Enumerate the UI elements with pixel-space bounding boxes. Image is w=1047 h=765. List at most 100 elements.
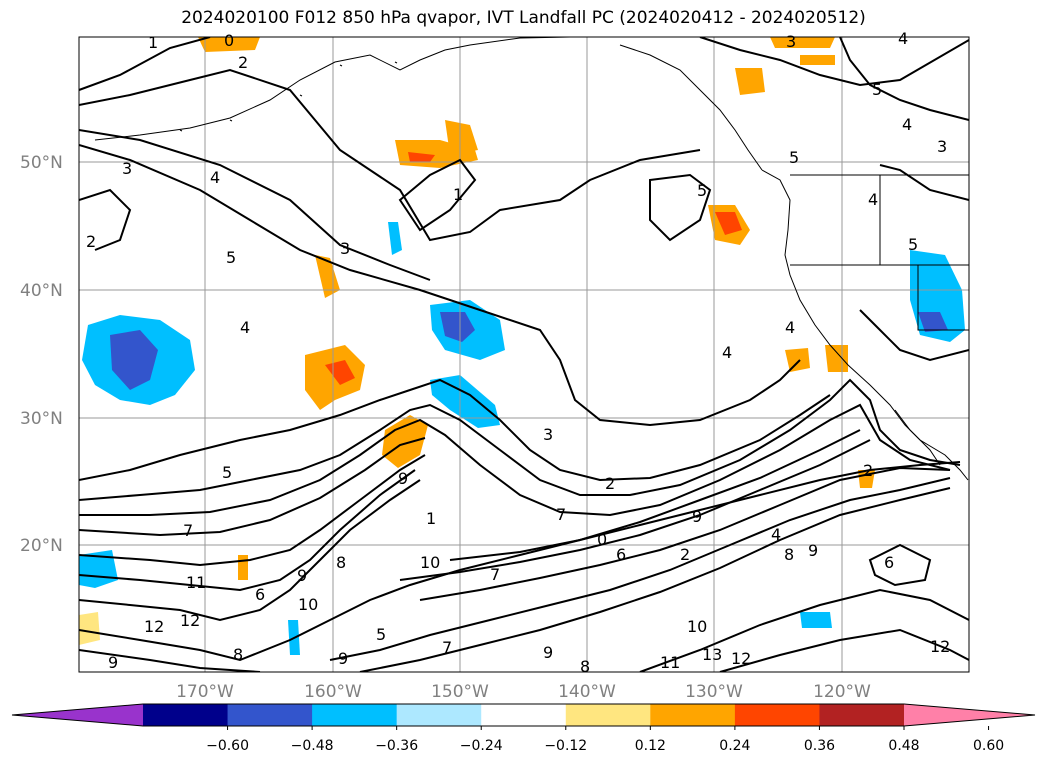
contour-label: 5: [376, 625, 386, 644]
contour-label: 3: [543, 425, 553, 444]
contour-label: 12: [930, 637, 950, 656]
negative-anomaly-core: [110, 330, 158, 390]
colorbar-outline: [11, 703, 1036, 727]
contour-label: 10: [298, 595, 318, 614]
negative-anomaly-core: [440, 312, 475, 342]
positive-anomaly-patch: [785, 348, 810, 372]
lon-label: 170°W: [176, 682, 234, 702]
contour-label: 4: [771, 525, 781, 544]
colorbar-tick-label: 0.60: [973, 738, 1004, 754]
contour-label: 9: [338, 649, 348, 668]
positive-anomaly-patch: [445, 120, 478, 155]
state-borders: [790, 175, 969, 331]
positive-anomaly-patch: [79, 612, 100, 645]
lon-label: 130°W: [685, 682, 743, 702]
contour-labels: 1 0 2 3 4 2 5 3 4 3 4 4 3 5 4 5 5 5 4 4 …: [86, 29, 950, 676]
colorbar-tick-label: −0.48: [291, 738, 334, 754]
negative-anomaly-patch: [388, 222, 402, 255]
lat-label: 20°N: [20, 536, 63, 556]
contour-lines: [79, 37, 969, 672]
contour-label: 9: [692, 507, 702, 526]
positive-anomaly-core: [715, 212, 742, 235]
contour-label: 4: [785, 318, 795, 337]
alaska-southeast-coast: [619, 44, 763, 171]
contour-label: 8: [784, 545, 794, 564]
map-area: [79, 37, 969, 672]
contour-label: 5: [697, 181, 707, 200]
positive-anomaly-patch: [315, 255, 340, 298]
map-frame: [78, 36, 970, 673]
colorbar-segment: [143, 704, 229, 726]
contour-label: 3: [937, 137, 947, 156]
colorbar-ticks: −0.60 −0.48 −0.36 −0.24 −0.12 0.12 0.24 0.36 0.4…: [206, 726, 1004, 754]
contour-label: 5: [222, 463, 232, 482]
contour-label: 8: [336, 553, 346, 572]
colorbar-segment: [227, 704, 313, 726]
contour-label: 1: [148, 33, 158, 52]
contour-label: 6: [616, 545, 626, 564]
contour-label: 1: [453, 185, 463, 204]
contour-label: 10: [687, 617, 707, 636]
contour-label: 9: [808, 541, 818, 560]
contour-label: 5: [789, 148, 799, 167]
contour-label: 8: [580, 657, 590, 676]
contour-label: 13: [702, 645, 722, 664]
colorbar-tick-label: −0.36: [375, 738, 418, 754]
lat-label: 40°N: [20, 281, 63, 301]
contour-label: 4: [898, 29, 908, 48]
negative-anomaly-patch: [430, 375, 500, 428]
colorbar: [11, 703, 1036, 727]
colorbar-segment: [819, 704, 905, 726]
colorbar-segment: [650, 704, 736, 726]
positive-anomaly-patch: [238, 555, 248, 580]
colorbar-extend-min: [12, 704, 143, 726]
contour-label: 9: [297, 566, 307, 585]
contour-label: 7: [556, 505, 566, 524]
contour-label: 12: [180, 611, 200, 630]
contour-label: 4: [240, 318, 250, 337]
negative-anomaly-core: [918, 312, 948, 332]
contour-label: 7: [442, 638, 452, 657]
positive-anomaly-patch: [198, 37, 260, 52]
contour-label: 9: [543, 643, 553, 662]
colorbar-segment: [734, 704, 820, 726]
contour-label: 2: [863, 461, 873, 480]
contour-label: 11: [186, 573, 206, 592]
colorbar-segment: [481, 704, 567, 726]
colorbar-segment: [565, 704, 651, 726]
contour-label: 12: [731, 649, 751, 668]
positive-anomaly-patch: [770, 37, 835, 48]
coastlines: [94, 37, 969, 481]
positive-anomaly-patch: [800, 55, 835, 65]
colorbar-tick-label: 0.36: [804, 738, 835, 754]
contour-label: 9: [398, 469, 408, 488]
contour-label: 2: [605, 474, 615, 493]
contour-label: 7: [183, 521, 193, 540]
contour-label: 0: [597, 530, 607, 549]
contour-label: 4: [902, 115, 912, 134]
contour-label: 5: [908, 235, 918, 254]
colorbar-tick-label: −0.60: [206, 738, 249, 754]
contour-label: 2: [86, 232, 96, 251]
lon-label: 140°W: [558, 682, 616, 702]
negative-anomaly-patch: [800, 612, 832, 628]
colorbar-tick-label: −0.12: [544, 738, 587, 754]
contour-label: 4: [722, 343, 732, 362]
negative-anomaly-patch: [79, 550, 118, 588]
colorbar-tick-label: 0.48: [888, 738, 919, 754]
contour-label: 11: [660, 653, 680, 672]
positive-anomaly-patch: [825, 345, 848, 372]
contour-label: 2: [238, 53, 248, 72]
colorbar-tick-label: −0.24: [460, 738, 503, 754]
lat-label: 50°N: [20, 153, 63, 173]
lon-label: 160°W: [304, 682, 362, 702]
contour-label: 0: [224, 31, 234, 50]
contour-label: 6: [884, 553, 894, 572]
contour-label: 7: [490, 565, 500, 584]
colorbar-segment: [312, 704, 398, 726]
contour-label: 12: [144, 617, 164, 636]
contour-label: 2: [680, 545, 690, 564]
positive-anomaly-core: [408, 152, 435, 162]
contour-label: 3: [786, 32, 796, 51]
colorbar-segment: [396, 704, 482, 726]
